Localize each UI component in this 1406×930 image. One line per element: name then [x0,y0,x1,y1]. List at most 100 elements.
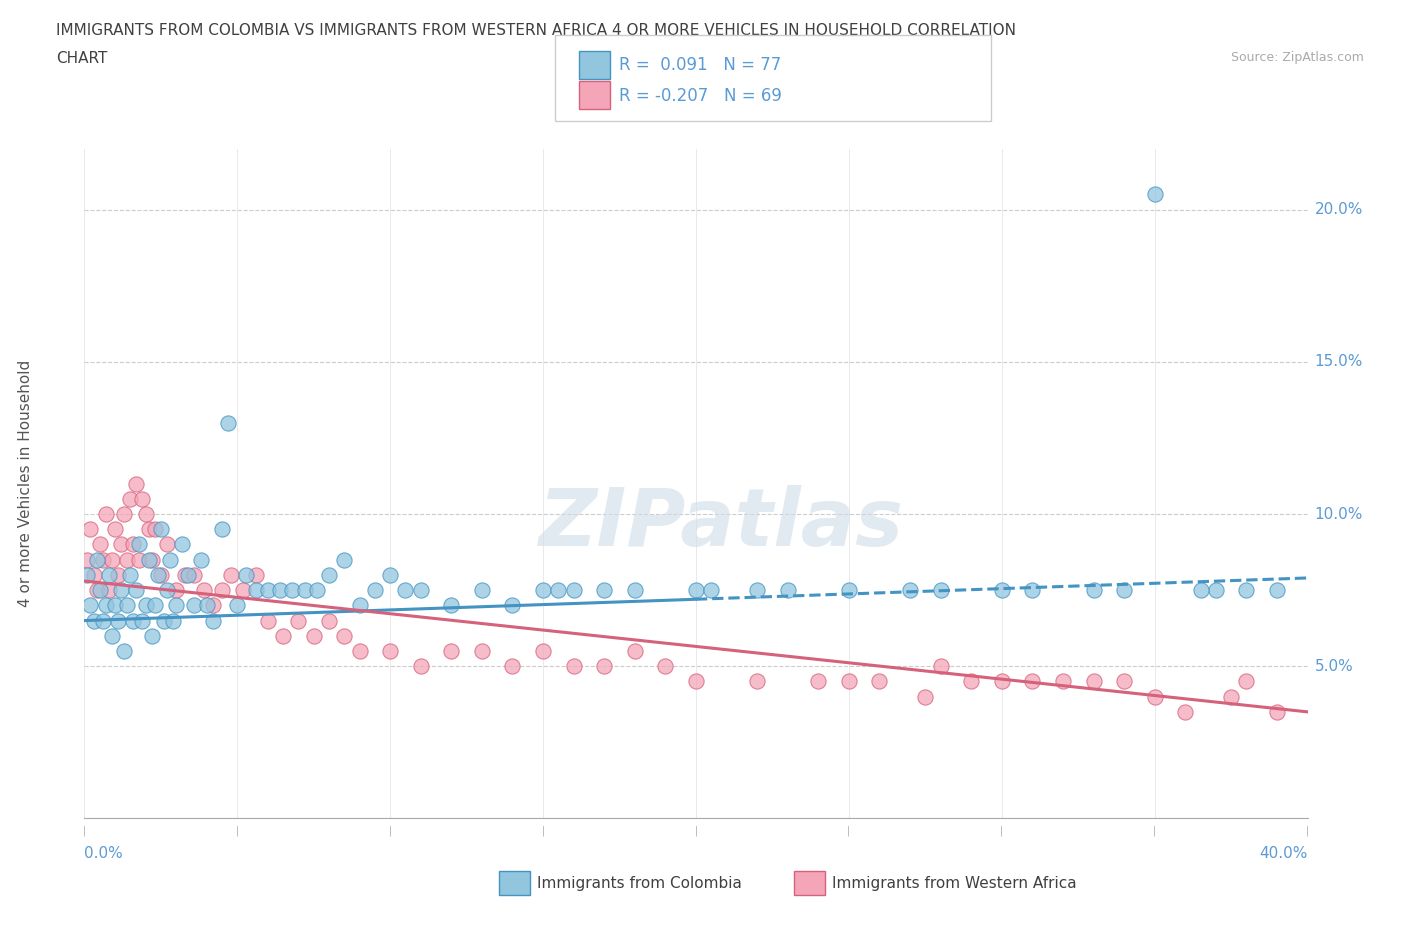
Point [1052,674,1074,689]
Point [79,522,101,537]
Point [1265,704,1288,719]
Point [217,416,239,431]
Point [271,629,294,644]
Point [245,583,267,598]
Point [211,522,233,537]
Text: 0.0%: 0.0% [84,846,124,861]
Point [76,552,98,567]
Point [593,583,616,598]
Point [333,629,356,644]
Point [156,583,179,598]
Point [125,476,148,491]
Point [1021,583,1043,598]
Point [624,644,647,658]
Point [141,629,163,644]
Point [165,598,187,613]
Point [1205,583,1227,598]
Point [94,598,117,613]
Point [1114,674,1136,689]
Point [128,552,150,567]
Point [745,674,768,689]
Point [294,583,316,598]
Point [143,522,166,537]
Point [94,507,117,522]
Text: |: | [541,826,544,836]
Point [110,537,132,551]
Point [685,674,707,689]
Point [1021,674,1043,689]
Point [1143,187,1166,202]
Text: |: | [1000,826,1004,836]
Point [201,613,224,628]
Point [195,598,218,613]
Point [269,583,291,598]
Point [104,522,127,537]
Point [162,613,184,628]
Point [349,598,371,613]
Point [122,537,145,551]
Point [149,522,172,537]
Point [219,567,242,582]
Point [232,583,254,598]
Text: |: | [388,826,392,836]
Point [245,567,267,582]
Point [83,567,105,582]
Point [305,583,328,598]
Point [929,658,952,673]
Point [1220,689,1243,704]
Point [562,583,585,598]
Point [333,552,356,567]
Point [165,583,187,598]
Point [183,567,205,582]
Point [394,583,416,598]
Point [83,613,105,628]
Text: ZIPatlas: ZIPatlas [538,485,903,563]
Text: R = -0.207   N = 69: R = -0.207 N = 69 [619,86,782,105]
Point [531,644,554,658]
Text: |: | [848,826,851,836]
Point [440,644,463,658]
Point [1083,583,1105,598]
Point [190,552,212,567]
Point [86,552,108,567]
Point [146,567,169,582]
Text: |: | [236,826,239,836]
Text: |: | [1306,826,1309,836]
Point [131,491,153,506]
Point [141,552,163,567]
Text: 4 or more Vehicles in Household: 4 or more Vehicles in Household [18,360,32,607]
Point [1174,704,1197,719]
Point [159,552,181,567]
Point [125,583,148,598]
Point [201,598,224,613]
Point [501,658,523,673]
Point [1114,583,1136,598]
Point [547,583,569,598]
Point [929,583,952,598]
Point [471,583,494,598]
Point [211,583,233,598]
Point [76,567,98,582]
Point [838,583,860,598]
Point [183,598,205,613]
Point [174,567,197,582]
Point [745,583,768,598]
Point [898,583,921,598]
Point [409,658,432,673]
Point [380,567,402,582]
Text: R =  0.091   N = 77: R = 0.091 N = 77 [619,56,780,74]
Point [235,567,257,582]
Point [593,658,616,673]
Text: 20.0%: 20.0% [1315,202,1362,218]
Point [654,658,676,673]
Point [531,583,554,598]
Point [1189,583,1212,598]
Point [153,613,176,628]
Point [1265,583,1288,598]
Point [409,583,432,598]
Text: Immigrants from Western Africa: Immigrants from Western Africa [832,876,1077,891]
Point [226,598,249,613]
Point [120,567,142,582]
Point [135,507,157,522]
Text: 5.0%: 5.0% [1315,658,1354,673]
